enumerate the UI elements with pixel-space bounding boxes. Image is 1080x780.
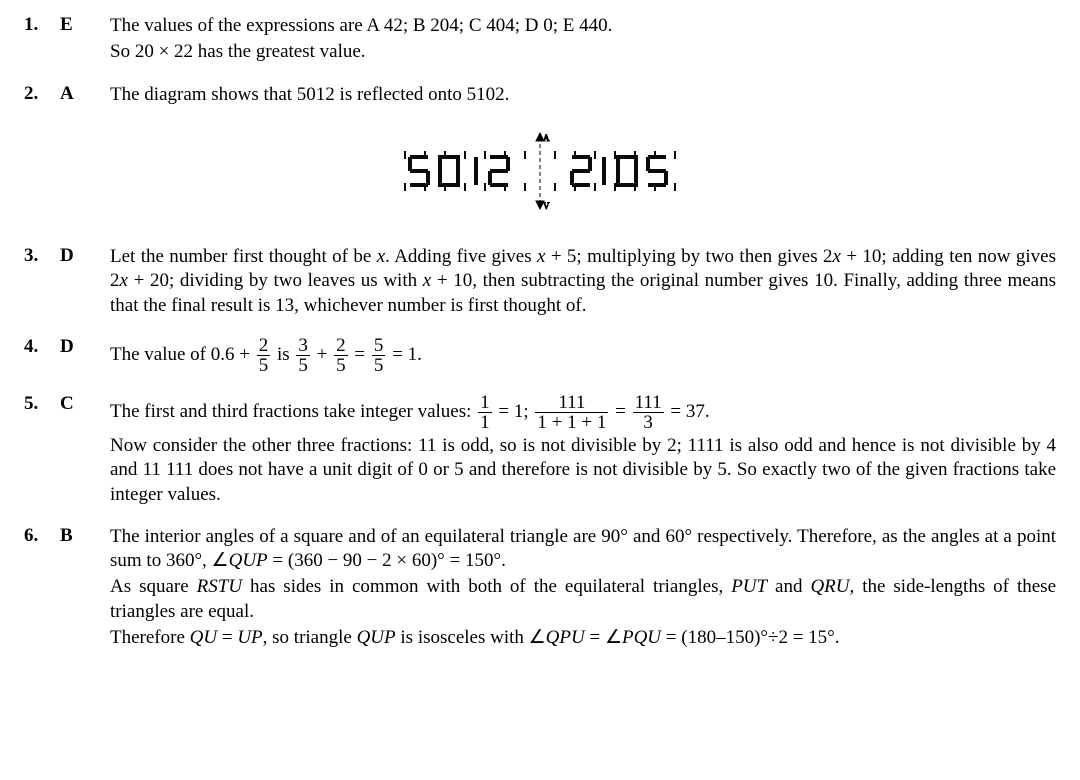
q6-line1: The interior angles of a square and of a… <box>110 525 1056 574</box>
q6-l3d: is isosceles with ∠ <box>396 627 546 648</box>
q3-var3: x <box>833 246 841 267</box>
q6-seg1: QU <box>190 627 217 648</box>
q6-ang3: PQU <box>622 627 661 648</box>
q1-number: 1. <box>24 14 60 36</box>
q6-ang2: QPU <box>546 627 585 648</box>
question-1: 1. E The values of the expressions are A… <box>24 14 1056 67</box>
q6-ang1: QUP <box>229 550 268 571</box>
q6-seg2: UP <box>237 627 262 648</box>
q3-pre: Let the number first thought of be <box>110 246 377 267</box>
q1-line1: The values of the expressions are A 42; … <box>110 14 1056 38</box>
q4-pre: The value of 0.6 + <box>110 344 255 365</box>
q5-frac1: 11 <box>478 393 492 432</box>
q3-var1: x <box>377 246 385 267</box>
q2-number: 2. <box>24 83 60 105</box>
q6-l3c: , so triangle <box>263 627 357 648</box>
q4-text: The value of 0.6 + 25 is 35 + 25 = 55 = … <box>110 336 1056 375</box>
q4-mid3: = <box>354 344 369 365</box>
q4-frac3: 25 <box>334 336 348 375</box>
q2-answer: A <box>60 83 110 105</box>
q5-post1: = 37. <box>670 401 709 422</box>
q6-l3b: = <box>217 627 237 648</box>
q2-body: The diagram shows that 5012 is reflected… <box>110 83 1056 109</box>
q5-frac3: 1113 <box>633 393 664 432</box>
q6-l3a: Therefore <box>110 627 190 648</box>
q6-tri: QUP <box>357 627 396 648</box>
q6-l3f: = (180–150)°÷2 = 15°. <box>661 627 839 648</box>
q5-line1: The first and third fractions take integ… <box>110 393 1056 432</box>
q6-sq: RSTU <box>197 576 242 597</box>
q5-mid1: = 1; <box>498 401 533 422</box>
q4-mid2: + <box>317 344 332 365</box>
q5-line2: Now consider the other three fractions: … <box>110 434 1056 507</box>
q3-var4: x <box>120 270 128 291</box>
q6-line3: Therefore QU = UP, so triangle QUP is is… <box>110 626 1056 650</box>
q3-answer: D <box>60 245 110 267</box>
q4-frac2: 35 <box>296 336 310 375</box>
q3-post4: + 20; dividing by two leaves us with <box>128 270 423 291</box>
question-3: 3. D Let the number first thought of be … <box>24 245 1056 320</box>
q6-l1b: = (360 − 90 − 2 × 60)° = 150°. <box>268 550 506 571</box>
q5-mid2: = <box>615 401 630 422</box>
q5-answer: C <box>60 393 110 415</box>
svg-text:A: A <box>543 133 550 143</box>
q1-body: The values of the expressions are A 42; … <box>110 14 1056 67</box>
question-4: 4. D The value of 0.6 + 25 is 35 + 25 = … <box>24 336 1056 377</box>
q3-post2: + 5; multiplying by two then gives 2 <box>545 246 832 267</box>
q6-body: The interior angles of a square and of a… <box>110 525 1056 653</box>
q3-text: Let the number first thought of be x. Ad… <box>110 245 1056 318</box>
q4-mid1: is <box>277 344 294 365</box>
q2-line1: The diagram shows that 5012 is reflected… <box>110 83 1056 107</box>
svg-text:V: V <box>543 201 550 211</box>
question-2: 2. A The diagram shows that 5012 is refl… <box>24 83 1056 109</box>
q6-l3e: = ∠ <box>585 627 622 648</box>
q6-t2: QRU <box>810 576 849 597</box>
question-6: 6. B The interior angles of a square and… <box>24 525 1056 653</box>
reflection-diagram: A V <box>24 131 1056 215</box>
q4-number: 4. <box>24 336 60 358</box>
q1-answer: E <box>60 14 110 36</box>
q6-number: 6. <box>24 525 60 547</box>
q4-post: = 1. <box>392 344 422 365</box>
q3-number: 3. <box>24 245 60 267</box>
q5-body: The first and third fractions take integ… <box>110 393 1056 509</box>
q4-answer: D <box>60 336 110 358</box>
q5-number: 5. <box>24 393 60 415</box>
q3-body: Let the number first thought of be x. Ad… <box>110 245 1056 320</box>
q4-frac4: 55 <box>372 336 386 375</box>
q4-body: The value of 0.6 + 25 is 35 + 25 = 55 = … <box>110 336 1056 377</box>
q6-l2a: As square <box>110 576 197 597</box>
q3-post1: . Adding five gives <box>385 246 537 267</box>
q1-line2: So 20 × 22 has the greatest value. <box>110 40 1056 64</box>
q6-l2b: has sides in common with both of the equ… <box>242 576 731 597</box>
q6-answer: B <box>60 525 110 547</box>
question-5: 5. C The first and third fractions take … <box>24 393 1056 509</box>
q5-frac2: 1111 + 1 + 1 <box>535 393 608 432</box>
q3-var5: x <box>423 270 431 291</box>
q5-pre: The first and third fractions take integ… <box>110 401 476 422</box>
q6-line2: As square RSTU has sides in common with … <box>110 575 1056 624</box>
q4-frac1: 25 <box>257 336 271 375</box>
q6-t1: PUT <box>731 576 767 597</box>
q6-l2c: and <box>767 576 810 597</box>
